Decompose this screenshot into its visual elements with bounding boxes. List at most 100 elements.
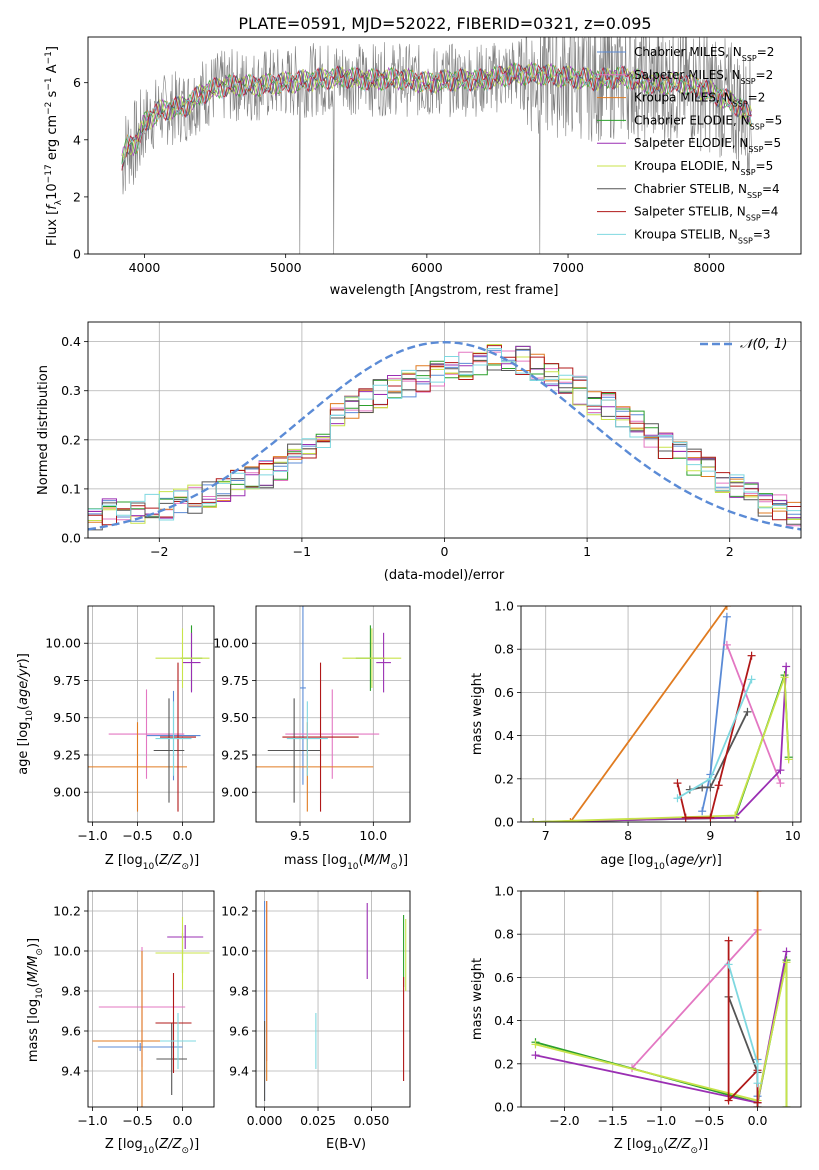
label-part: ⊙ xyxy=(390,862,398,872)
errorbar-point xyxy=(155,701,192,776)
weight-series-line xyxy=(535,962,788,1107)
chart-age_vs_mass: 9.5 10.0 9.00 9.25 9.50 9.75 10.00 mass [log10(… xyxy=(213,605,411,872)
legend-entry: Chabrier STELIB, NSSP=4 xyxy=(634,182,780,200)
label-part: 10 xyxy=(652,1146,664,1156)
label-part: ( xyxy=(154,853,159,868)
errorbar-point xyxy=(156,1023,187,1095)
x-tick-label: −0.5 xyxy=(122,828,152,843)
label-part: ( xyxy=(16,705,31,710)
legend-sub: SSP xyxy=(741,168,756,177)
legend-count: =2 xyxy=(748,91,766,105)
errorbar-point xyxy=(155,973,192,1073)
errorbar-point xyxy=(167,925,204,949)
x-tick-label: 7000 xyxy=(552,260,584,275)
y-tick-label: 9.4 xyxy=(61,1064,81,1079)
x-tick-label: −1.0 xyxy=(77,828,107,843)
y-tick-label: 10.0 xyxy=(53,944,81,959)
label-part: −1 xyxy=(44,51,54,64)
legend-entry: Salpeter MILES, NSSP=2 xyxy=(634,68,773,86)
x-tick-label: 10.0 xyxy=(359,828,387,843)
weight-series-line xyxy=(631,929,759,1069)
legend-model: Chabrier ELODIE, N xyxy=(634,113,750,127)
weight-marker xyxy=(782,1103,791,1107)
y-tick-label: 9.00 xyxy=(221,785,249,800)
y-tick-label: 0.2 xyxy=(494,771,514,786)
y-axis-label: mass weight xyxy=(470,958,485,1040)
x-axis-label: wavelength [Angstrom, rest frame] xyxy=(330,283,559,298)
axes-frame xyxy=(87,890,215,1108)
weight-marker xyxy=(706,774,715,783)
weight-marker xyxy=(724,1096,733,1105)
x-tick-label: 8000 xyxy=(693,260,725,275)
y-tick-label: 0.3 xyxy=(61,383,81,398)
legend-entry: Salpeter ELODIE, NSSP=5 xyxy=(634,136,781,154)
label-part: age [log xyxy=(600,853,653,868)
label-part: )] xyxy=(16,653,31,663)
y-tick-label: 0.8 xyxy=(494,642,514,657)
y-tick-label: 4 xyxy=(73,132,81,147)
weight-marker xyxy=(706,783,715,792)
x-tick-label: 7 xyxy=(542,828,550,843)
y-tick-label: 6 xyxy=(73,75,81,90)
weight-marker xyxy=(529,818,538,822)
y-tick-label: 9.8 xyxy=(229,984,249,999)
legend-entry: 𝒩(0, 1) xyxy=(740,337,787,352)
x-tick-label: 4000 xyxy=(129,260,161,275)
weight-marker xyxy=(747,651,756,660)
legend-entry: Chabrier MILES, NSSP=2 xyxy=(634,45,774,63)
axes-frame xyxy=(520,890,802,1108)
x-tick-label: 0.050 xyxy=(354,1113,390,1128)
x-tick-label: 0 xyxy=(441,544,449,559)
plot-area xyxy=(88,340,801,531)
weight-marker xyxy=(722,612,731,621)
x-tick-label: −0.5 xyxy=(122,1113,152,1128)
weight-marker xyxy=(747,675,756,684)
legend-count: =5 xyxy=(756,159,774,173)
label-part: ( xyxy=(665,853,670,868)
chart-residuals: −2 −1 0 1 2 0.0 0.1 0.2 0.3 0.4 𝒩(0, 1) (data-model… xyxy=(36,321,802,583)
chart-root: 4000 5000 6000 7000 8000 0 2 4 6 Chabrier MILES, … xyxy=(16,36,802,1156)
weight-marker xyxy=(776,779,785,788)
y-tick-label: 9.6 xyxy=(61,1024,81,1039)
legend-count: =4 xyxy=(761,205,779,219)
x-axis-label: Z [log10(Z/Z⊙)] xyxy=(614,1137,708,1156)
x-tick-label: 6000 xyxy=(411,260,443,275)
y-tick-label: 1.0 xyxy=(494,884,514,899)
y-tick-label: 0.4 xyxy=(494,728,514,743)
weight-marker xyxy=(698,783,707,792)
y-tick-label: 9.8 xyxy=(61,984,81,999)
plot-area xyxy=(256,606,402,812)
legend-sub: SSP xyxy=(746,213,761,222)
x-tick-label: −1.0 xyxy=(77,1113,107,1128)
label-part: )] xyxy=(698,1137,708,1152)
weight-series-line xyxy=(569,606,728,822)
weight-series-line xyxy=(727,964,759,1084)
legend-model: Kroupa STELIB, N xyxy=(634,227,738,241)
weight-marker xyxy=(722,606,731,610)
errorbar-point xyxy=(160,1013,196,1069)
weight-series-line xyxy=(727,940,759,1103)
errorbar-point xyxy=(88,722,187,812)
legend-entry: Kroupa MILES, NSSP=2 xyxy=(634,91,765,109)
label-part: f xyxy=(45,203,60,210)
label-part: Z/Z xyxy=(158,1137,182,1152)
weight-marker xyxy=(673,794,682,803)
legend-count: =3 xyxy=(753,227,771,241)
x-tick-label: −2 xyxy=(150,544,168,559)
weight-marker xyxy=(698,807,707,816)
errorbar-point xyxy=(282,662,359,812)
y-tick-label: 9.00 xyxy=(53,785,81,800)
label-part: −1 xyxy=(44,77,54,90)
label-part: )] xyxy=(189,1137,199,1152)
spectrum-model-line xyxy=(121,64,752,171)
y-axis-label: mass [log10(M/M⊙)] xyxy=(26,938,45,1062)
y-tick-label: 9.6 xyxy=(229,1024,249,1039)
label-part: 10 xyxy=(45,183,60,200)
errorbar-point xyxy=(300,606,306,785)
weight-marker xyxy=(673,779,682,788)
y-axis-label: Flux [fλ10−17 erg cm−2 s−1 A−1] xyxy=(44,46,64,246)
label-part: 10 xyxy=(25,710,35,722)
legend-sub: SSP xyxy=(750,122,765,131)
